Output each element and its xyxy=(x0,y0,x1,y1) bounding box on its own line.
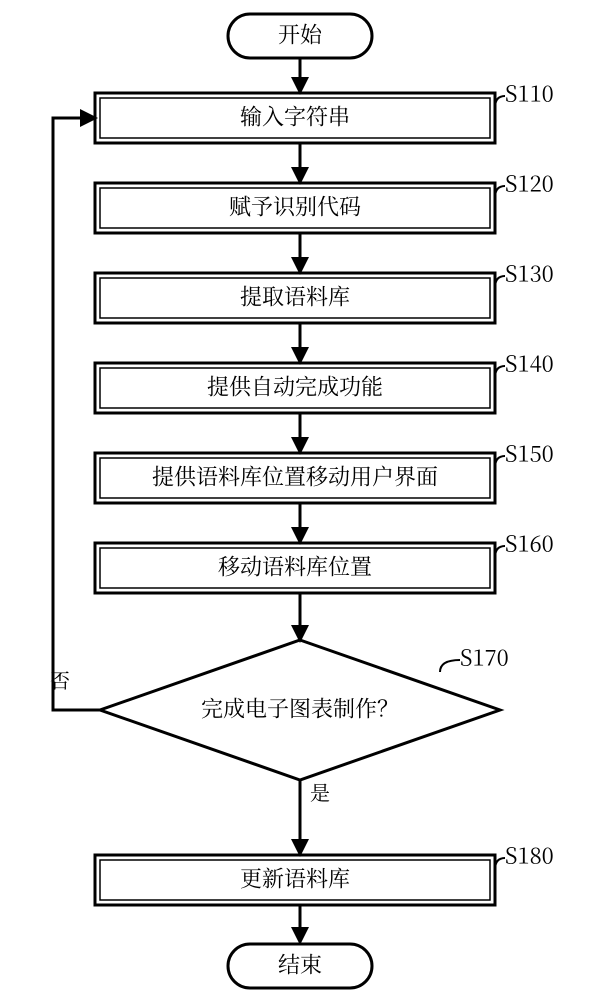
svg-text:结束: 结束 xyxy=(278,949,322,980)
svg-text:完成电子图表制作？: 完成电子图表制作？ xyxy=(201,693,399,724)
flowchart: 开始结束 输入字符串 S110 赋予识别代码 S120 提取语料库 S130 提供自动完成功能… xyxy=(0,0,599,1000)
step-label: S120 xyxy=(505,168,554,199)
svg-text:输入字符串: 输入字符串 xyxy=(240,101,350,132)
step-S150: 提供语料库位置移动用户界面 S150 xyxy=(95,438,554,503)
branch-yes: 是 xyxy=(310,777,330,806)
loopback-arrow xyxy=(53,118,100,710)
svg-text:开始: 开始 xyxy=(278,19,323,50)
step-label: S170 xyxy=(460,642,509,673)
step-label: S150 xyxy=(505,438,554,469)
svg-text:提供自动完成功能: 提供自动完成功能 xyxy=(207,371,383,402)
step-label: S130 xyxy=(505,258,554,289)
step-label: S140 xyxy=(505,348,554,379)
svg-text:提取语料库: 提取语料库 xyxy=(240,281,350,312)
svg-text:更新语料库: 更新语料库 xyxy=(240,863,350,894)
svg-text:移动语料库位置: 移动语料库位置 xyxy=(218,551,372,582)
step-S140: 提供自动完成功能 S140 xyxy=(95,348,554,413)
step-S120: 赋予识别代码 S120 xyxy=(95,168,554,233)
step-S130: 提取语料库 S130 xyxy=(95,258,554,323)
label-leader-6 xyxy=(440,660,460,672)
svg-text:赋予识别代码: 赋予识别代码 xyxy=(229,191,361,222)
step-label: S180 xyxy=(505,840,554,871)
decision-S170: 完成电子图表制作？S170是否 xyxy=(50,640,509,806)
step-label: S160 xyxy=(505,528,554,559)
step-S110: 输入字符串 S110 xyxy=(95,78,554,143)
step-S180: 更新语料库 S180 xyxy=(95,840,554,905)
terminal-start: 开始 xyxy=(228,14,372,58)
step-label: S110 xyxy=(505,78,554,109)
terminal-end: 结束 xyxy=(228,944,372,988)
svg-text:提供语料库位置移动用户界面: 提供语料库位置移动用户界面 xyxy=(152,461,438,492)
step-S160: 移动语料库位置 S160 xyxy=(95,528,554,593)
